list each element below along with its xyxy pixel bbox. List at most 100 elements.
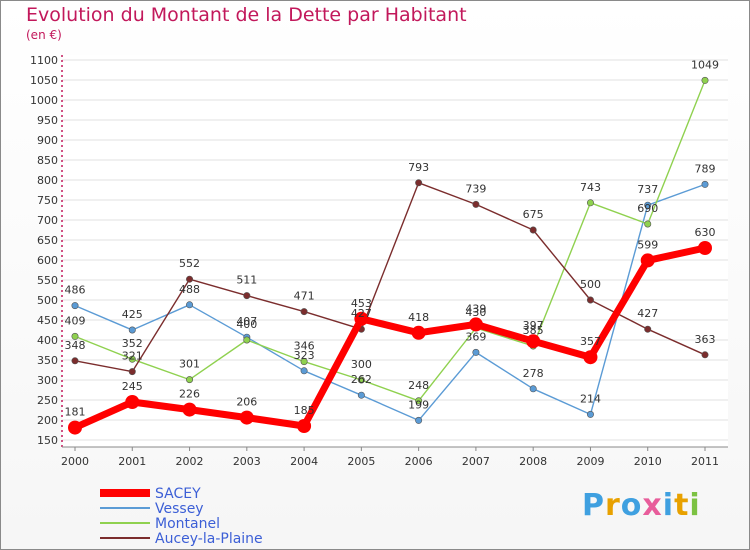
x-tick-label: 2006 bbox=[405, 455, 433, 468]
data-point bbox=[128, 326, 136, 334]
data-label: 511 bbox=[236, 274, 257, 287]
logo-letter: i bbox=[689, 488, 701, 523]
y-tick-label: 350 bbox=[37, 354, 58, 367]
y-tick-label: 600 bbox=[37, 254, 58, 267]
data-label: 262 bbox=[351, 373, 372, 386]
data-label: 300 bbox=[351, 358, 372, 371]
plot-area bbox=[62, 55, 728, 447]
data-label: 323 bbox=[294, 349, 315, 362]
series-line-montanel bbox=[74, 80, 706, 402]
data-label: 453 bbox=[351, 297, 372, 310]
data-label: 199 bbox=[408, 398, 429, 411]
data-label: 552 bbox=[179, 257, 200, 270]
logo-letter: t bbox=[674, 488, 690, 523]
data-label: 690 bbox=[637, 202, 658, 215]
data-label: 430 bbox=[465, 306, 486, 319]
legend-label: Montanel bbox=[155, 516, 220, 532]
data-point bbox=[411, 325, 426, 340]
data-label: 793 bbox=[408, 161, 429, 174]
series-line-aucey-la-plaine bbox=[74, 182, 706, 373]
data-label: 488 bbox=[179, 283, 200, 296]
data-label: 248 bbox=[408, 379, 429, 392]
data-point bbox=[300, 358, 308, 366]
y-tick-label: 1000 bbox=[30, 94, 58, 107]
data-point bbox=[644, 325, 652, 333]
data-label: 471 bbox=[294, 290, 315, 303]
data-label: 427 bbox=[351, 307, 372, 320]
data-point bbox=[640, 253, 655, 268]
data-point bbox=[354, 311, 369, 326]
data-label: 743 bbox=[580, 181, 601, 194]
data-point bbox=[68, 420, 82, 435]
data-point bbox=[526, 334, 541, 349]
data-label: 397 bbox=[523, 319, 544, 332]
data-point bbox=[415, 397, 423, 405]
y-tick-label: 950 bbox=[37, 114, 58, 127]
data-point bbox=[243, 292, 251, 300]
logo-letter: x bbox=[642, 488, 663, 523]
data-label: 409 bbox=[65, 314, 86, 327]
data-point bbox=[586, 296, 594, 304]
data-point bbox=[586, 410, 594, 418]
data-point bbox=[529, 385, 537, 393]
data-point bbox=[644, 201, 652, 209]
data-point bbox=[128, 368, 136, 376]
data-point bbox=[71, 302, 79, 310]
data-point bbox=[698, 241, 712, 255]
x-tick-label: 2001 bbox=[118, 455, 146, 468]
data-label: 301 bbox=[179, 358, 200, 371]
data-label: 500 bbox=[580, 278, 601, 291]
data-point bbox=[186, 376, 194, 384]
y-tick-label: 850 bbox=[37, 154, 58, 167]
x-tick-label: 2003 bbox=[233, 455, 261, 468]
chart-subtitle: (en €) bbox=[26, 28, 62, 42]
data-point bbox=[529, 226, 537, 234]
data-point bbox=[701, 180, 709, 188]
data-point bbox=[182, 402, 197, 417]
data-point bbox=[297, 419, 312, 433]
y-tick-label: 150 bbox=[37, 434, 58, 447]
data-point bbox=[357, 376, 365, 384]
data-label: 321 bbox=[122, 350, 143, 363]
y-tick-label: 650 bbox=[37, 234, 58, 247]
data-label: 737 bbox=[637, 183, 658, 196]
x-tick-label: 2005 bbox=[347, 455, 375, 468]
data-label: 630 bbox=[695, 226, 716, 239]
data-point bbox=[300, 308, 308, 316]
x-tick-label: 2009 bbox=[576, 455, 604, 468]
data-label: 185 bbox=[294, 404, 315, 417]
data-label: 486 bbox=[65, 284, 86, 297]
data-label: 214 bbox=[580, 392, 601, 405]
data-point bbox=[701, 351, 709, 359]
data-label: 278 bbox=[523, 367, 544, 380]
data-point bbox=[586, 199, 594, 207]
data-point bbox=[357, 391, 365, 399]
series-line-sacey bbox=[73, 244, 706, 431]
logo-letter: o bbox=[620, 488, 643, 523]
x-tick-label: 2000 bbox=[61, 455, 89, 468]
data-point bbox=[468, 317, 483, 332]
data-point bbox=[472, 200, 480, 208]
data-label: 418 bbox=[408, 311, 429, 324]
data-point bbox=[415, 179, 423, 187]
data-point bbox=[128, 355, 136, 363]
legend-label: Aucey-la-Plaine bbox=[155, 531, 263, 547]
data-point bbox=[239, 410, 254, 425]
data-point bbox=[186, 301, 194, 309]
data-point bbox=[300, 367, 308, 375]
data-label: 181 bbox=[65, 406, 86, 419]
data-label: 1049 bbox=[691, 58, 719, 71]
data-label: 385 bbox=[523, 324, 544, 337]
legend-label: Vessey bbox=[155, 501, 204, 517]
data-label: 599 bbox=[637, 238, 658, 251]
y-tick-label: 900 bbox=[37, 134, 58, 147]
data-label: 789 bbox=[695, 162, 716, 175]
y-tick-label: 1100 bbox=[30, 54, 58, 67]
data-label: 369 bbox=[465, 330, 486, 343]
chart-title: Evolution du Montant de la Dette par Hab… bbox=[26, 4, 467, 26]
data-point bbox=[71, 357, 79, 365]
legend-label: SACEY bbox=[155, 486, 201, 502]
data-label: 739 bbox=[465, 182, 486, 195]
data-point bbox=[186, 275, 194, 283]
